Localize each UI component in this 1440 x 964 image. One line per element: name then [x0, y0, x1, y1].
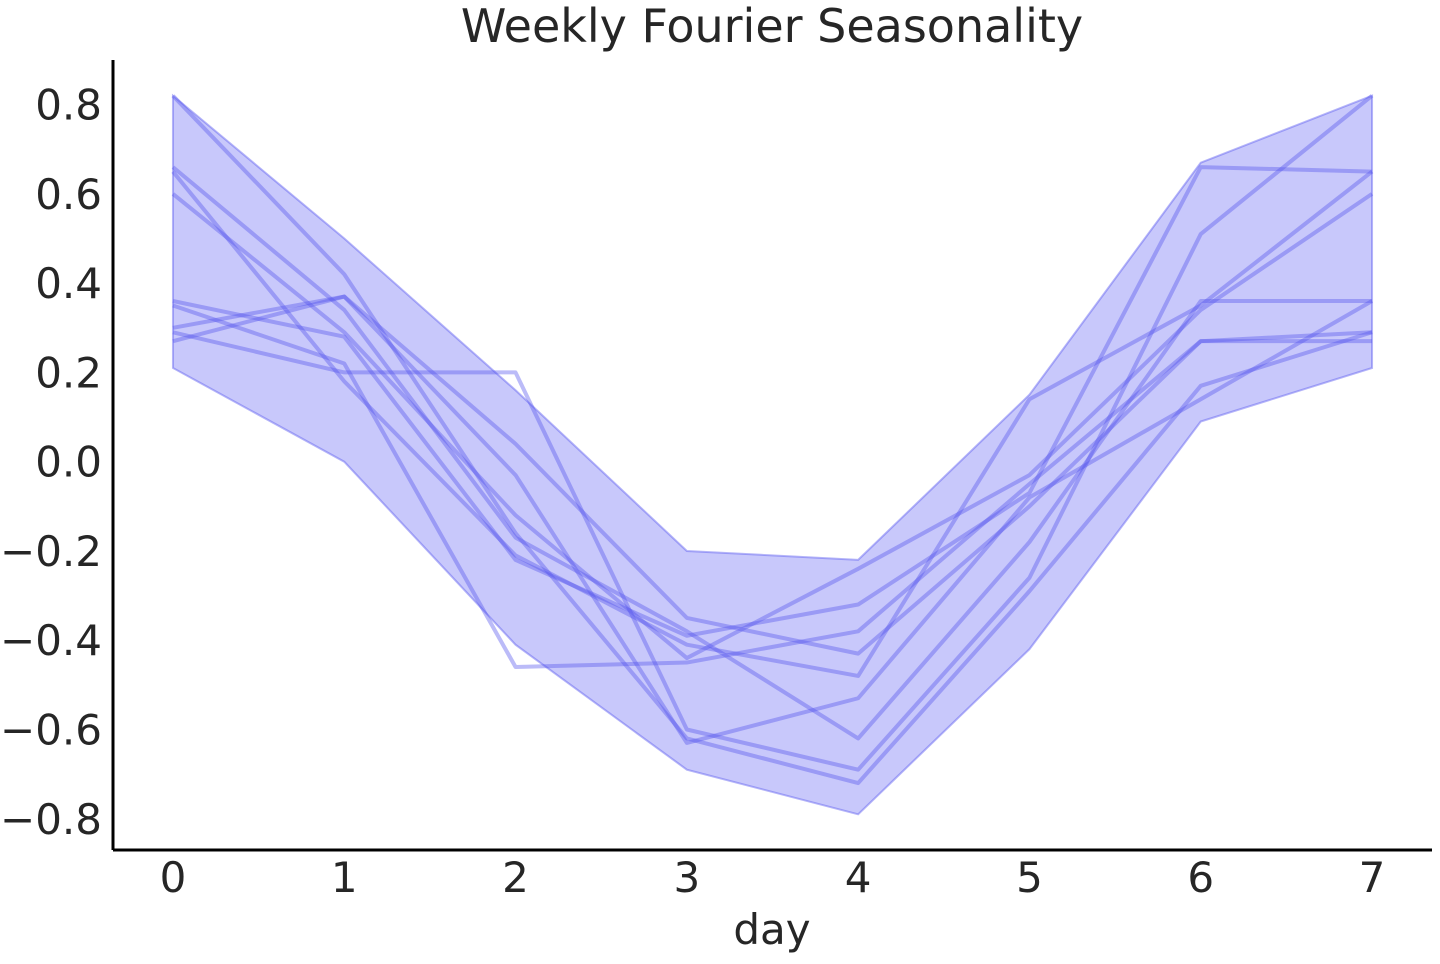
- x-tick-label: 2: [502, 853, 529, 902]
- y-tick-label: −0.8: [0, 795, 102, 844]
- y-tick-label: −0.4: [0, 616, 102, 665]
- y-tick-label: −0.6: [0, 705, 102, 754]
- x-tick-labels: 0 1 2 3 4 5 6 7: [160, 853, 1386, 902]
- series-line-5: [172, 165, 1373, 638]
- x-tick-label: 5: [1016, 853, 1043, 902]
- series-line-7: [172, 94, 1374, 772]
- x-tick-label: 0: [160, 853, 187, 902]
- x-tick-label: 1: [331, 853, 358, 902]
- y-tick-label: −0.2: [0, 527, 102, 576]
- x-tick-label: 7: [1359, 853, 1386, 902]
- y-tick-label: 0.8: [35, 81, 102, 130]
- series-line-1: [171, 94, 1373, 786]
- confidence-band: [171, 93, 1374, 816]
- y-tick-label: 0.0: [35, 438, 102, 487]
- y-tick-labels: 0.8 0.6 0.4 0.2 0.0 −0.2 −0.4 −0.6 −0.8: [0, 81, 102, 844]
- series-line-9: [172, 303, 1373, 670]
- x-tick-label: 4: [845, 853, 872, 902]
- x-tick-label: 6: [1187, 853, 1214, 902]
- y-tick-label: 0.4: [35, 259, 102, 308]
- x-axis-label: day: [733, 905, 810, 954]
- series-line-3: [171, 170, 1374, 678]
- y-tick-label: 0.6: [35, 170, 102, 219]
- x-tick-label: 3: [673, 853, 700, 902]
- series-line-4: [171, 192, 1374, 661]
- series-line-8: [172, 294, 1374, 745]
- y-tick-label: 0.2: [35, 348, 102, 397]
- axes-layer: [111, 60, 1432, 852]
- chart-title: Weekly Fourier Seasonality: [461, 0, 1083, 53]
- series-line-6: [172, 294, 1373, 656]
- series-lines-layer: [171, 94, 1374, 786]
- series-line-2: [171, 165, 1373, 741]
- confidence-band-layer: [171, 93, 1374, 816]
